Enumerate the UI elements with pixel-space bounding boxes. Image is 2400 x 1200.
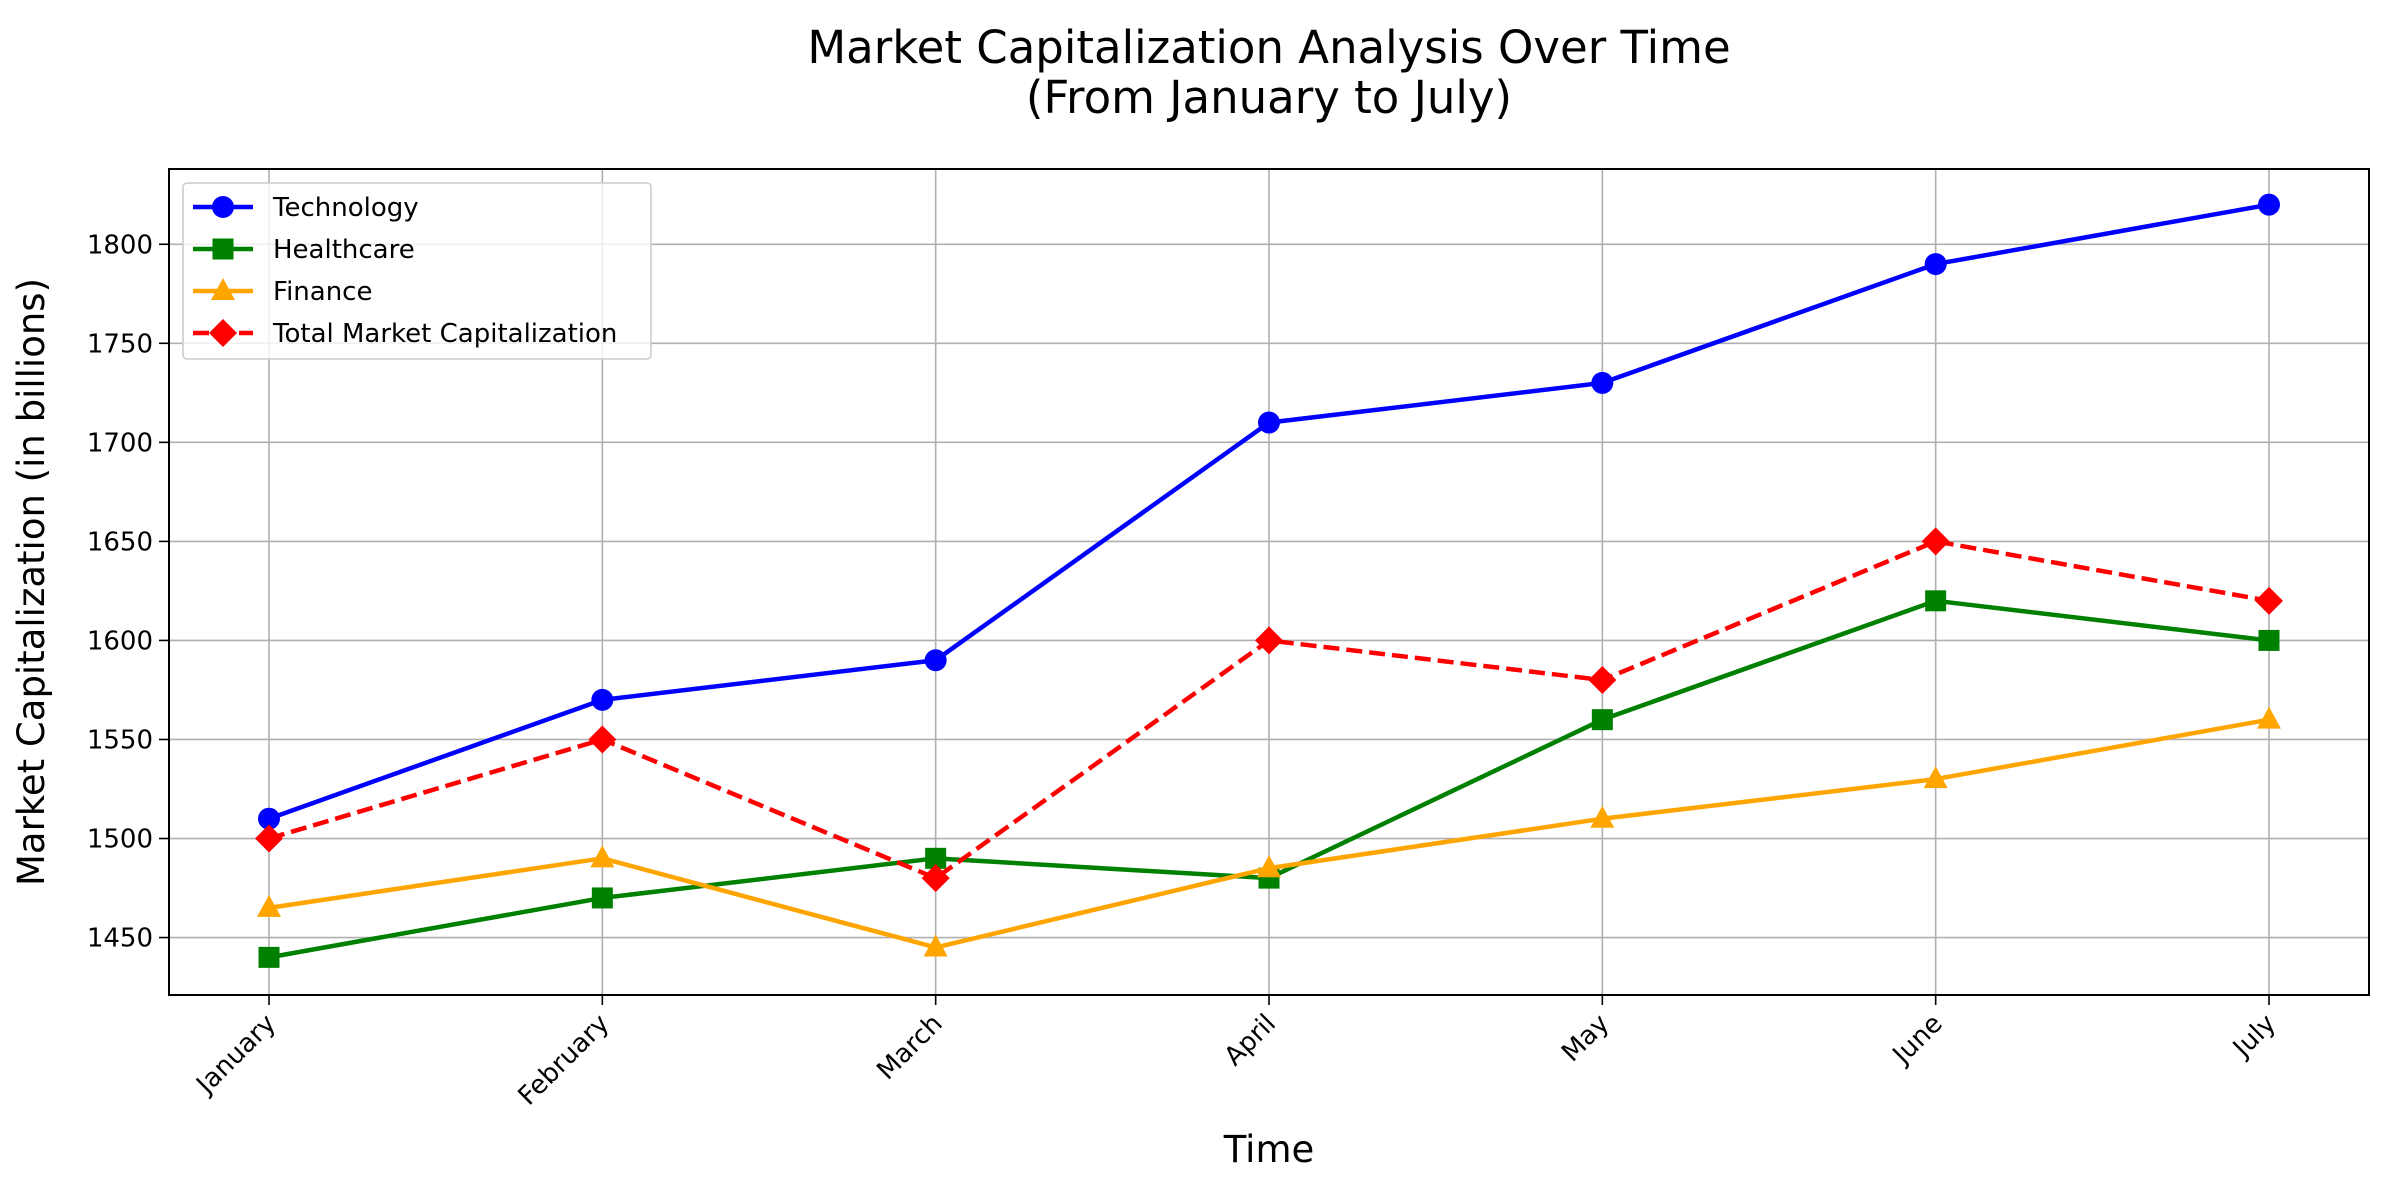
y-tick-label: 1500: [87, 825, 153, 855]
y-tick-label: 1800: [87, 230, 153, 260]
chart-title: Market Capitalization Analysis Over Time: [807, 21, 1730, 74]
data-point: [2255, 586, 2283, 615]
legend-label: Technology: [272, 193, 419, 223]
data-point: [2258, 629, 2280, 651]
legend-label: Total Market Capitalization: [272, 319, 617, 349]
y-tick-label: 1650: [87, 527, 153, 557]
y-tick-label: 1550: [87, 725, 153, 755]
series-2: [257, 706, 2281, 957]
data-point: [1255, 626, 1283, 655]
axis-ticks: January February March April May June July 1450…: [87, 230, 2282, 1111]
data-point: [1591, 371, 1614, 394]
data-point: [258, 807, 280, 830]
data-point: [925, 847, 947, 869]
data-point: [588, 725, 617, 754]
data-point: [1257, 855, 1281, 878]
legend-marker: [212, 196, 234, 218]
series-group: [255, 193, 2283, 968]
y-tick-label: 1700: [87, 428, 153, 458]
x-tick-label: January: [190, 1009, 282, 1101]
data-point: [2257, 706, 2281, 729]
data-point: [1588, 666, 1617, 695]
data-point: [1591, 709, 1613, 731]
legend-marker: [211, 278, 235, 300]
x-tick-label: February: [513, 1009, 616, 1112]
data-point: [257, 894, 281, 917]
data-point: [2258, 193, 2280, 216]
x-tick-label: May: [1556, 1009, 1615, 1068]
y-tick-label: 1600: [87, 626, 153, 656]
y-tick-label: 1750: [87, 329, 153, 359]
data-point: [921, 864, 950, 893]
data-point: [1921, 527, 1950, 556]
y-axis-label: Market Capitalization (in billions): [10, 278, 53, 886]
data-point: [923, 934, 948, 957]
y-tick-label: 1450: [87, 924, 153, 954]
data-point: [1590, 805, 1615, 828]
data-point: [255, 824, 283, 853]
data-point: [591, 887, 613, 909]
series-1: [258, 590, 2280, 968]
data-point: [1925, 590, 1947, 612]
data-point: [924, 649, 947, 672]
data-point: [1923, 766, 1948, 789]
legend-label: Healthcare: [273, 235, 415, 265]
data-point: [1258, 411, 1280, 434]
legend-label: Finance: [273, 277, 372, 307]
x-axis-label: Time: [1223, 1128, 1315, 1171]
legend: Technology Healthcare Finance Total Market …: [182, 182, 652, 360]
x-tick-label: March: [871, 1009, 948, 1086]
legend-box: [182, 182, 652, 360]
legend-marker: [209, 319, 237, 347]
data-point: [258, 946, 280, 968]
data-point: [1924, 253, 1947, 276]
x-tick-label: June: [1886, 1009, 1949, 1072]
legend-marker: [212, 238, 234, 260]
x-tick-label: July: [2226, 1009, 2282, 1065]
data-point: [591, 688, 614, 711]
data-point: [590, 845, 615, 868]
series-0: [258, 193, 2280, 830]
series-3: [255, 527, 2283, 893]
chart-subtitle: (From January to July): [1026, 71, 1512, 124]
x-tick-label: April: [1219, 1009, 1282, 1072]
